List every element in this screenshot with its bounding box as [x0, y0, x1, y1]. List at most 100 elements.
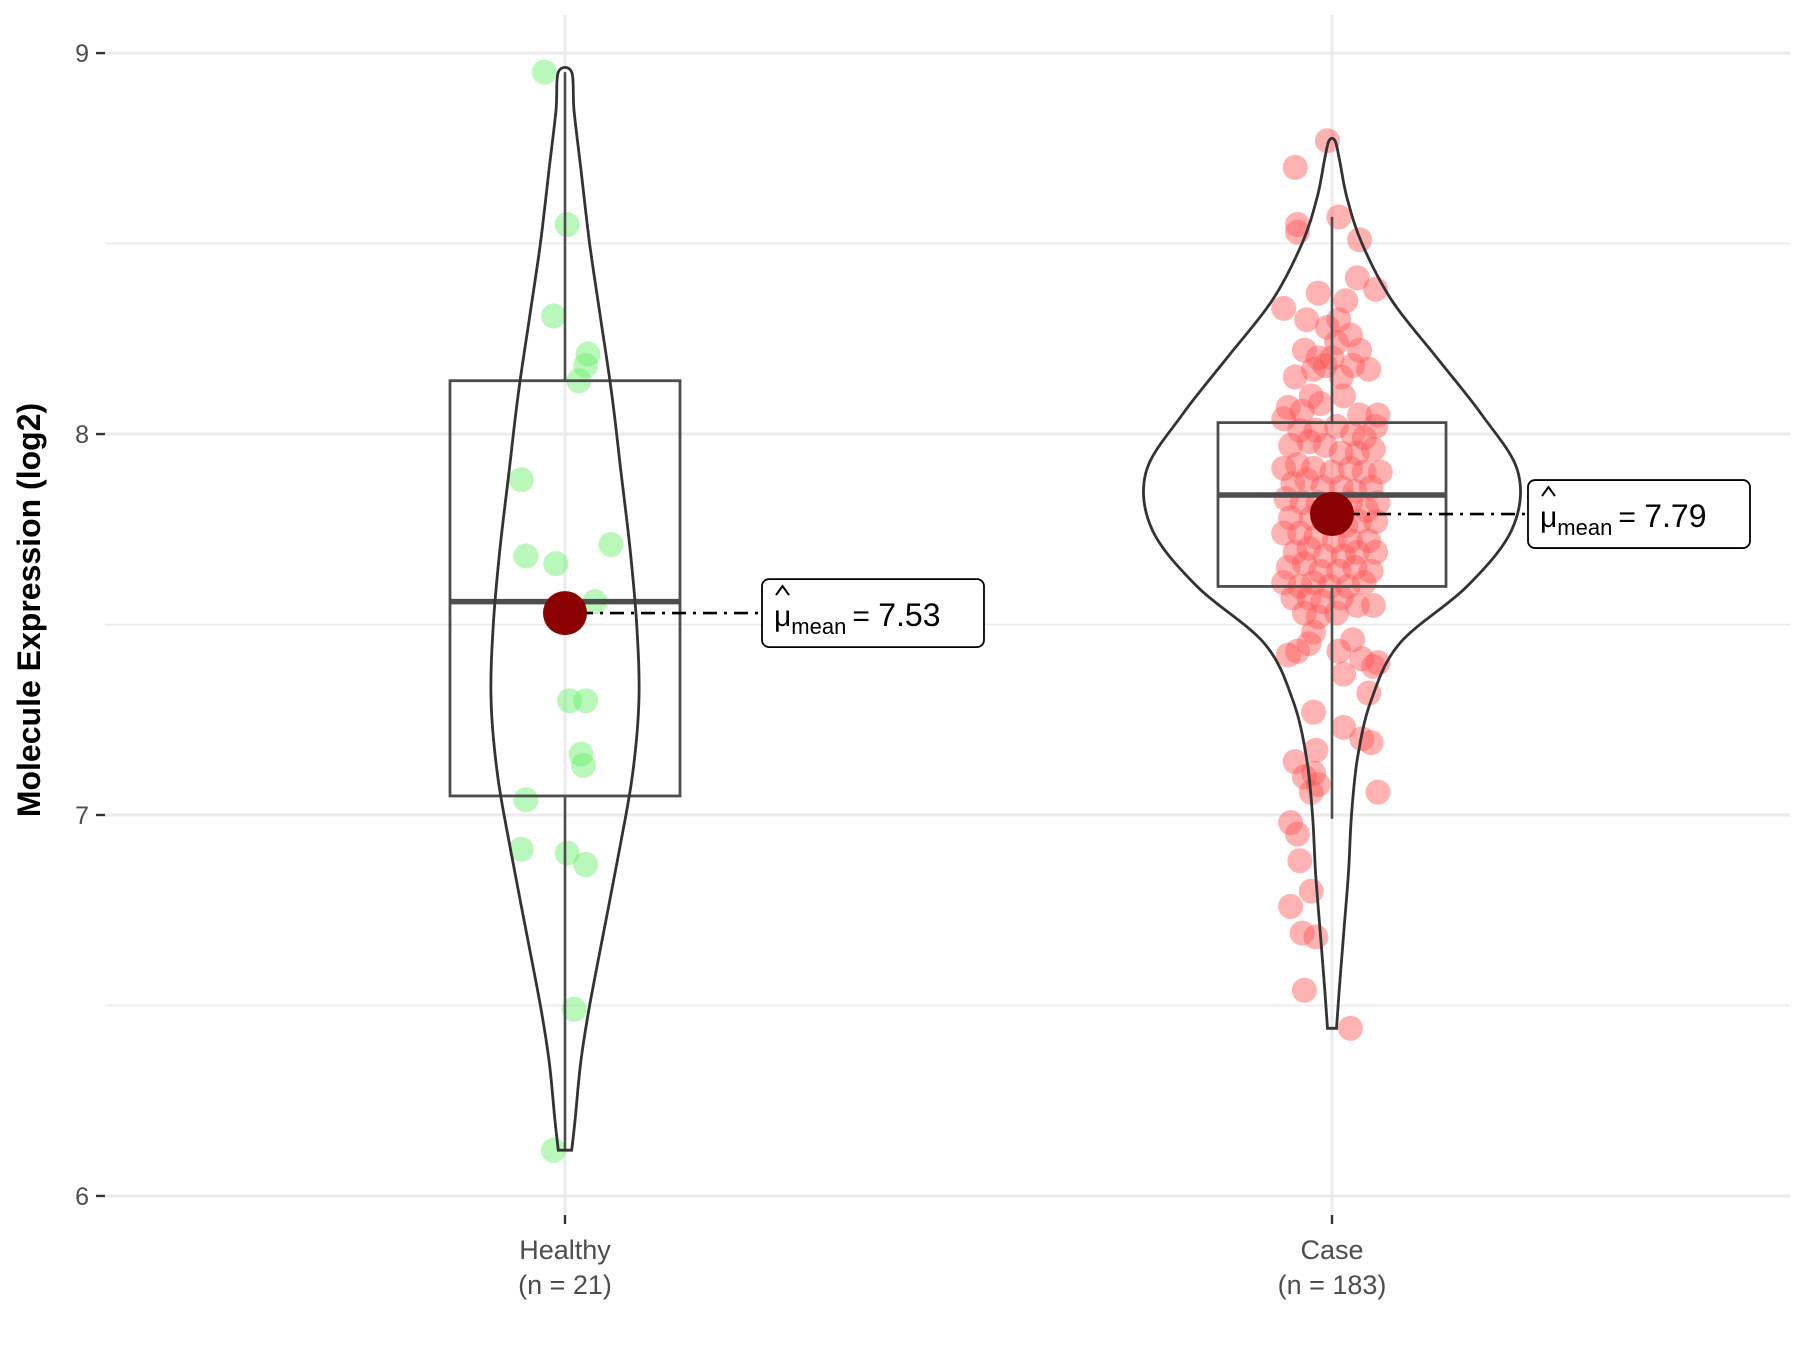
data-point [1291, 977, 1317, 1003]
data-point [1354, 497, 1379, 523]
data-point [1298, 878, 1324, 904]
data-point [1360, 592, 1386, 618]
y-tick-label: 6 [75, 1183, 89, 1211]
data-point [1319, 459, 1345, 485]
data-point [1340, 352, 1366, 378]
data-point [554, 840, 580, 866]
data-point [1310, 589, 1336, 615]
data-point [1298, 383, 1324, 409]
data-point [1294, 307, 1320, 333]
data-point [1296, 535, 1322, 561]
data-point [1303, 737, 1329, 763]
data-point [1305, 772, 1331, 798]
data-point [1305, 604, 1331, 630]
data-point [543, 551, 569, 577]
group-healthy: μmean = 7.53 [448, 59, 985, 1163]
data-point [1278, 893, 1304, 919]
y-tick-label: 8 [75, 421, 89, 449]
data-point [1344, 265, 1370, 291]
mean-label-box [761, 578, 985, 648]
data-point [513, 787, 539, 813]
data-point [1360, 653, 1386, 679]
data-point [1328, 585, 1354, 611]
data-point [1291, 600, 1317, 626]
data-point [1296, 585, 1322, 611]
violin-outline [489, 65, 641, 1152]
data-point [541, 1137, 566, 1163]
data-point [1308, 391, 1333, 417]
category-n-label: (n = 21) [518, 1270, 612, 1300]
data-point [1282, 154, 1308, 180]
mean-mu-symbol: μ [1540, 501, 1557, 534]
data-point [1305, 345, 1331, 371]
mean-value: 7.79 [1644, 498, 1706, 534]
data-point [1275, 394, 1301, 420]
data-point [1301, 455, 1327, 481]
data-point [1303, 924, 1329, 950]
category-label: Healthy [519, 1235, 611, 1265]
data-point [1367, 459, 1393, 485]
box-rect [448, 379, 682, 798]
data-point [1289, 398, 1315, 424]
data-point [1296, 631, 1322, 657]
data-point [1280, 585, 1306, 611]
data-point [1340, 421, 1366, 447]
mean-point [543, 591, 587, 636]
mean-label-text: μmean = 7.79 [1540, 498, 1706, 540]
data-point [1289, 920, 1315, 946]
data-point [1360, 436, 1386, 462]
data-point [1271, 295, 1297, 321]
y-tick-label: 7 [75, 802, 89, 830]
data-point [1337, 455, 1363, 481]
data-point [1337, 528, 1363, 554]
data-point [1301, 356, 1327, 382]
mean-subscript: mean [791, 614, 846, 639]
data-point [1282, 539, 1308, 565]
data-point [541, 303, 566, 329]
data-point [570, 752, 596, 778]
mean-mu-symbol: μ [774, 600, 791, 633]
data-point [1294, 467, 1320, 493]
mean-subscript: mean [1557, 515, 1612, 540]
data-point [1347, 337, 1373, 363]
data-point [1358, 558, 1384, 584]
data-point [1333, 288, 1359, 314]
data-point [1301, 570, 1327, 596]
data-point [1312, 432, 1338, 458]
mean-hat-mark [775, 584, 790, 596]
data-point [1328, 440, 1354, 466]
data-point [1340, 627, 1366, 653]
data-point [513, 543, 539, 569]
data-point [1358, 730, 1384, 756]
data-point [1344, 539, 1370, 565]
data-point [573, 352, 599, 378]
data-point [1278, 432, 1304, 458]
data-point [1301, 699, 1327, 725]
mean-hat-mark [1541, 485, 1556, 497]
data-point [1349, 646, 1375, 672]
mean-point [1310, 492, 1354, 537]
data-point [1285, 452, 1310, 478]
data-point [531, 59, 557, 85]
data-point [561, 996, 587, 1022]
data-point [1344, 440, 1370, 466]
data-point [1278, 505, 1304, 531]
data-point [1285, 212, 1310, 238]
data-point [1331, 714, 1356, 740]
mean-value: 7.53 [878, 597, 940, 633]
data-point [1271, 406, 1297, 432]
data-point [1285, 638, 1310, 664]
data-point [1308, 558, 1333, 584]
data-point [1305, 280, 1331, 306]
data-point [508, 836, 534, 862]
data-point [573, 852, 599, 878]
data-point [1324, 330, 1350, 356]
data-point [1337, 1015, 1363, 1041]
data-point [1278, 810, 1304, 836]
x-axis: Healthy (n = 21) Case (n = 183) [518, 1215, 1386, 1300]
violin-outline [1142, 136, 1522, 1030]
data-point [1301, 619, 1327, 645]
data-point [1337, 322, 1363, 348]
data-point [1287, 520, 1313, 546]
